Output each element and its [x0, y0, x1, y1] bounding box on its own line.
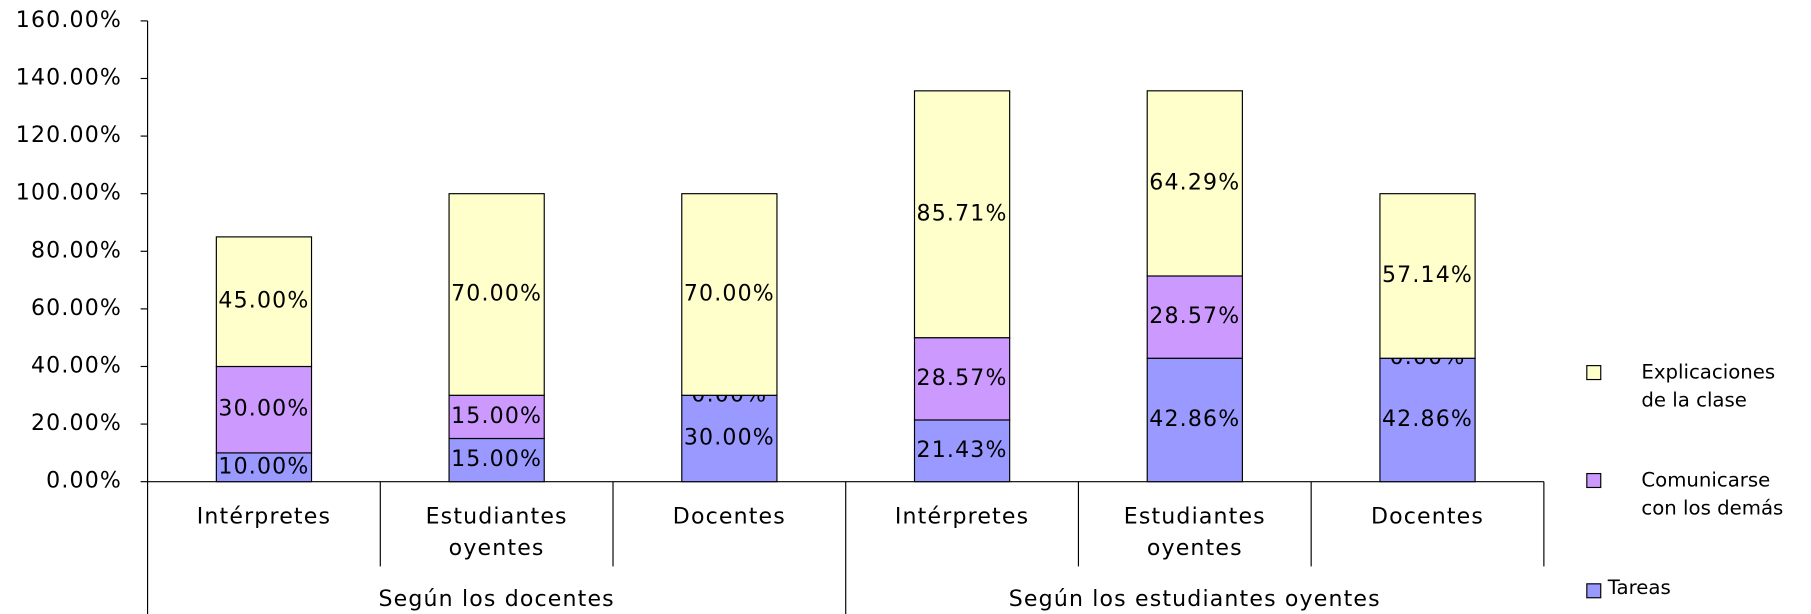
legend-swatch [1586, 472, 1602, 489]
y-tick-label: 100.00% [16, 181, 122, 206]
data-label: 85.71% [917, 201, 1008, 226]
y-tick-label: 40.00% [31, 353, 122, 378]
bar-segment [1146, 275, 1243, 359]
legend-label: Comunicarse con los demás [1641, 468, 1783, 519]
data-label: 28.57% [917, 366, 1008, 391]
data-label: 21.43% [917, 438, 1008, 463]
bar-segment [1146, 90, 1243, 277]
bar-segment [448, 437, 545, 483]
data-label: 70.00% [684, 281, 775, 306]
bar-segment [215, 365, 313, 454]
y-tick-label: 60.00% [31, 296, 122, 321]
data-label: 15.00% [451, 404, 542, 429]
bar-segment [1379, 193, 1476, 359]
y-tick-label: 140.00% [16, 65, 122, 90]
bar-segment [448, 394, 545, 440]
y-tick-label: 0.00% [46, 469, 122, 494]
group-label: Según los estudiantes oyentes [1009, 587, 1381, 612]
bar-segment [913, 419, 1011, 483]
data-label: 30.00% [684, 425, 775, 450]
legend-swatch [1586, 583, 1602, 599]
legend-swatch [1586, 365, 1602, 381]
legend-label: Tareas [1607, 576, 1671, 599]
x-tick-label: Estudiantes oyentes [1124, 505, 1266, 561]
bar-segment [1379, 357, 1476, 483]
bar-segment [215, 452, 313, 483]
group-label: Según los docentes [378, 587, 614, 612]
data-label: 64.29% [1149, 170, 1240, 195]
data-label: 30.00% [218, 397, 309, 422]
x-tick-label: Intérpretes [197, 505, 331, 530]
bar-segment [1146, 357, 1243, 483]
data-label: 70.00% [451, 281, 542, 306]
y-tick-label: 20.00% [31, 411, 122, 436]
data-label: 42.86% [1382, 407, 1473, 432]
data-label: 57.14% [1382, 263, 1473, 288]
data-label: 42.86% [1149, 407, 1240, 432]
data-label: 10.00% [218, 454, 309, 479]
data-label: 15.00% [451, 447, 542, 472]
y-tick-label: 160.00% [16, 8, 122, 33]
data-label: 28.57% [1149, 304, 1240, 329]
legend-label: Explicaciones de la clase [1641, 360, 1775, 411]
bar-segment [215, 236, 313, 368]
y-tick-label: 80.00% [31, 238, 122, 263]
x-tick-label: Estudiantes oyentes [426, 505, 568, 561]
x-tick-label: Docentes [673, 505, 786, 530]
x-tick-label: Docentes [1371, 505, 1484, 530]
bar-segment [448, 193, 545, 396]
bar-segment [681, 193, 778, 396]
y-tick-label: 120.00% [16, 123, 122, 148]
x-tick-label: Intérpretes [895, 505, 1029, 530]
bar-segment [913, 90, 1011, 339]
bar-segment [913, 337, 1011, 421]
data-label: 45.00% [218, 289, 309, 314]
